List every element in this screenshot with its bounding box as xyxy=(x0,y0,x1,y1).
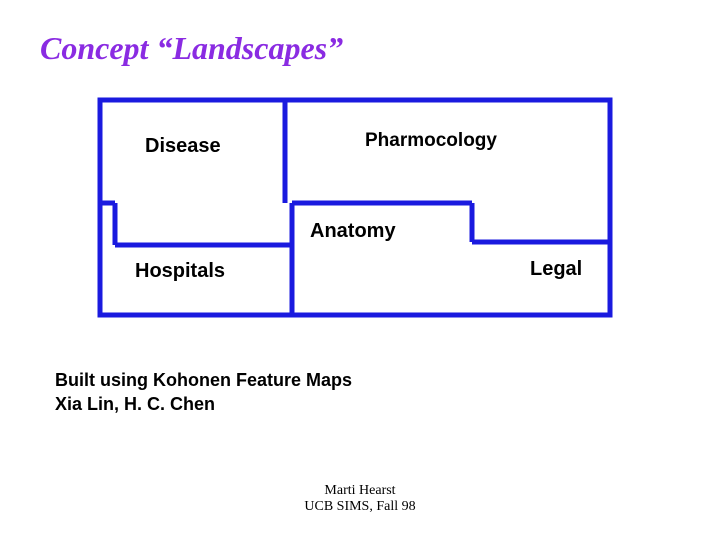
caption-line-1: Built using Kohonen Feature Maps xyxy=(55,370,352,391)
region-pharmocology: Pharmocology xyxy=(365,130,497,152)
region-disease: Disease xyxy=(145,135,221,158)
footer-line-2: UCB SIMS, Fall 98 xyxy=(0,499,720,515)
caption-line-2: Xia Lin, H. C. Chen xyxy=(55,394,215,415)
footer-line-1: Marti Hearst xyxy=(0,483,720,499)
region-anatomy: Anatomy xyxy=(310,220,396,243)
region-hospitals: Hospitals xyxy=(135,260,225,283)
landscape-map xyxy=(0,0,720,540)
region-legal: Legal xyxy=(530,258,582,281)
